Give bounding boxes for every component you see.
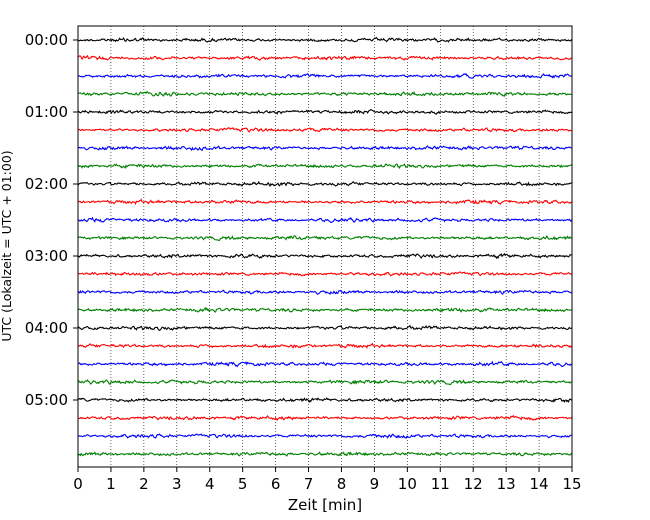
trace-line <box>77 306 572 313</box>
trace-line <box>77 198 572 206</box>
y-tick-label: 00:00 <box>25 31 68 49</box>
x-tick-label: 3 <box>172 475 182 493</box>
trace-line <box>77 342 572 349</box>
trace-line <box>77 54 572 61</box>
y-axis-ticks: 00:00 01:00 02:00 03:00 04:00 05:00 <box>25 31 78 409</box>
x-tick-label: 10 <box>398 475 417 493</box>
x-tick-label: 11 <box>431 475 450 493</box>
y-tick-label: 04:00 <box>25 319 68 337</box>
plot-frame <box>77 25 573 468</box>
trace-line <box>77 72 572 79</box>
trace-line <box>77 252 572 260</box>
x-tick-label: 13 <box>497 475 516 493</box>
trace-line <box>77 397 572 404</box>
x-tick-label: 4 <box>205 475 215 493</box>
y-tick-label: 01:00 <box>25 103 68 121</box>
x-tick-label: 6 <box>271 475 281 493</box>
trace-line <box>77 234 572 242</box>
trace-line <box>77 433 572 439</box>
x-tick-label: 8 <box>337 475 347 493</box>
y-tick-label: 03:00 <box>25 247 68 265</box>
y-tick-label: 05:00 <box>25 391 68 409</box>
trace-line <box>77 289 573 295</box>
trace-line <box>77 163 572 170</box>
trace-line <box>77 451 573 457</box>
trace-line <box>77 36 573 43</box>
plot-area <box>78 26 572 467</box>
x-tick-label: 15 <box>562 475 581 493</box>
y-axis-label: UTC (Lokalzeit = UTC + 01:00) <box>0 150 14 341</box>
x-tick-label: 14 <box>530 475 549 493</box>
trace-line <box>77 360 572 368</box>
trace-line <box>77 90 572 97</box>
x-tick-label: 1 <box>106 475 116 493</box>
trace-line <box>77 216 573 223</box>
x-tick-label: 0 <box>73 475 83 493</box>
x-axis-label: Zeit [min] <box>288 496 362 514</box>
seismic-traces <box>77 36 573 457</box>
trace-line <box>77 379 572 386</box>
x-tick-label: 12 <box>464 475 483 493</box>
y-tick-label: 02:00 <box>25 175 68 193</box>
trace-line <box>77 271 572 277</box>
trace-line <box>77 414 573 421</box>
trace-line <box>77 324 572 332</box>
x-tick-label: 9 <box>370 475 380 493</box>
trace-line <box>77 180 572 188</box>
trace-line <box>77 109 572 115</box>
x-tick-label: 5 <box>238 475 248 493</box>
trace-line <box>77 127 572 133</box>
x-tick-label: 7 <box>304 475 314 493</box>
trace-line <box>77 145 572 152</box>
x-axis-ticks: 0 1 2 3 4 5 6 7 8 9 10 11 12 13 14 15 <box>73 467 582 493</box>
x-tick-label: 2 <box>139 475 149 493</box>
